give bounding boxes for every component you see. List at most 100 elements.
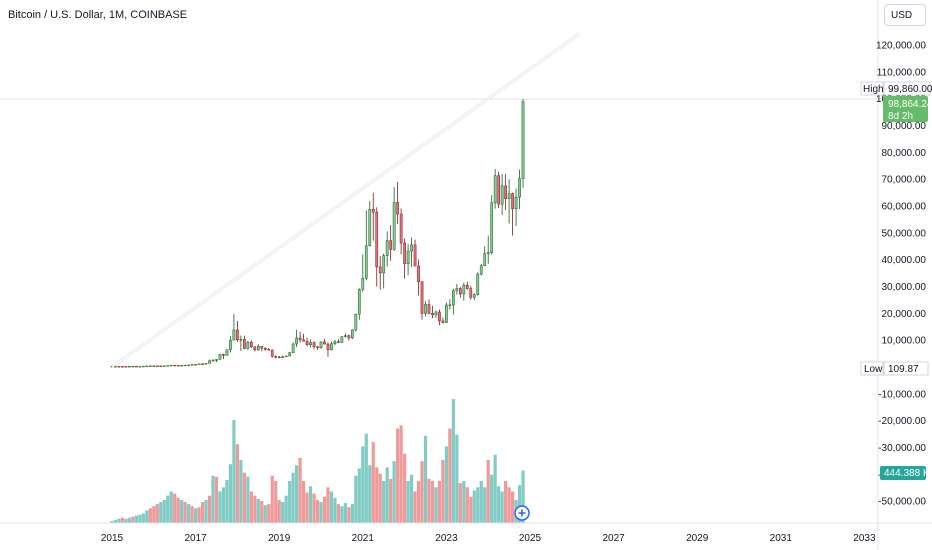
candle-body xyxy=(333,341,337,345)
candle-body xyxy=(438,311,441,322)
candle xyxy=(445,302,448,323)
candle-body xyxy=(337,341,340,343)
volume-bar xyxy=(343,503,347,523)
candle-body xyxy=(424,304,427,314)
volume-bar xyxy=(162,499,166,523)
volume-bar xyxy=(141,513,145,523)
candle xyxy=(368,201,372,247)
x-tick-label: 2031 xyxy=(770,533,793,544)
volume-bar xyxy=(277,499,281,523)
candle xyxy=(162,365,166,367)
y-tick-label: 120,000.00 xyxy=(876,41,926,52)
candle-body xyxy=(417,265,420,282)
volume-bar xyxy=(308,486,313,523)
candle xyxy=(511,192,514,236)
candle xyxy=(201,363,204,365)
add-plus-button[interactable] xyxy=(514,505,530,521)
volume-value: 444.388 K xyxy=(884,468,930,479)
volume-bar xyxy=(378,473,382,523)
trendline[interactable] xyxy=(111,33,580,368)
volume-bar xyxy=(371,442,375,523)
volume-bar xyxy=(357,468,361,523)
candle xyxy=(211,358,215,362)
candle-body xyxy=(518,178,521,198)
candle-body xyxy=(351,329,354,339)
candle xyxy=(159,365,163,367)
x-tick-label: 2033 xyxy=(853,533,876,544)
candle xyxy=(500,173,504,216)
candle xyxy=(309,339,312,348)
chart-title: Bitcoin / U.S. Dollar, 1M, COINBASE xyxy=(8,9,187,21)
candle xyxy=(312,341,316,350)
candle-body xyxy=(267,349,271,351)
y-tick-label: -10,000.00 xyxy=(878,389,926,400)
candle-body xyxy=(243,339,246,349)
volume-bar xyxy=(235,444,239,523)
candle-body xyxy=(514,196,518,210)
volume-bar xyxy=(420,461,424,523)
volume-bar xyxy=(315,499,320,523)
volume-bar xyxy=(486,460,490,523)
candle-body xyxy=(385,240,389,256)
candle-body xyxy=(166,365,170,367)
last-price-value: 98,864.24 xyxy=(888,99,932,110)
volume-bar xyxy=(423,435,428,523)
currency-button[interactable]: USD xyxy=(884,4,926,26)
candle-body xyxy=(493,175,497,204)
candle xyxy=(169,364,173,367)
high-value-box xyxy=(883,81,931,96)
candle-body xyxy=(371,208,375,213)
last-price-badge xyxy=(883,96,928,122)
candle-body xyxy=(441,320,445,323)
volume-bar xyxy=(347,507,351,523)
candle xyxy=(204,363,208,365)
volume-bar xyxy=(497,486,501,523)
volume-bar xyxy=(284,495,288,523)
candle-body xyxy=(465,284,469,289)
volume-bar xyxy=(340,506,344,523)
volume-bar xyxy=(113,519,118,523)
candle-body xyxy=(392,202,396,250)
candle xyxy=(326,342,330,357)
candle xyxy=(295,329,298,348)
volume-bar xyxy=(493,454,497,523)
candle-body xyxy=(183,364,187,367)
volume-bar xyxy=(214,476,219,523)
candle-body xyxy=(497,175,500,205)
candle xyxy=(208,359,211,364)
candle-body xyxy=(114,366,117,368)
volume-bar xyxy=(211,475,215,523)
candle-body xyxy=(483,253,487,267)
candle xyxy=(483,246,487,267)
candle xyxy=(424,300,427,317)
volume-bar xyxy=(361,446,365,523)
candle xyxy=(378,256,382,290)
volume-bar xyxy=(517,485,522,523)
candle xyxy=(270,349,274,358)
volume-bar xyxy=(364,433,368,523)
volume-bar xyxy=(305,492,309,523)
candle-body xyxy=(462,284,466,295)
candle-body xyxy=(281,356,285,359)
candle xyxy=(452,288,455,315)
volume-bar xyxy=(336,504,341,523)
volume-bar xyxy=(256,498,260,523)
candle xyxy=(493,168,497,209)
volume-bar xyxy=(483,487,487,523)
volume-bar xyxy=(253,495,257,523)
candle-body xyxy=(253,346,257,351)
candle-body xyxy=(291,343,295,353)
volume-bar xyxy=(406,481,410,523)
trendline-layer[interactable] xyxy=(111,33,580,368)
candle xyxy=(128,366,131,368)
volume-bar xyxy=(416,481,421,523)
candle-body xyxy=(239,339,243,341)
volume-bar xyxy=(427,478,431,523)
candle-body xyxy=(309,342,312,345)
volume-bar xyxy=(476,487,480,523)
candle-body xyxy=(389,240,393,250)
candle-body xyxy=(225,349,229,356)
candle xyxy=(389,225,393,261)
candle-body xyxy=(169,364,173,367)
